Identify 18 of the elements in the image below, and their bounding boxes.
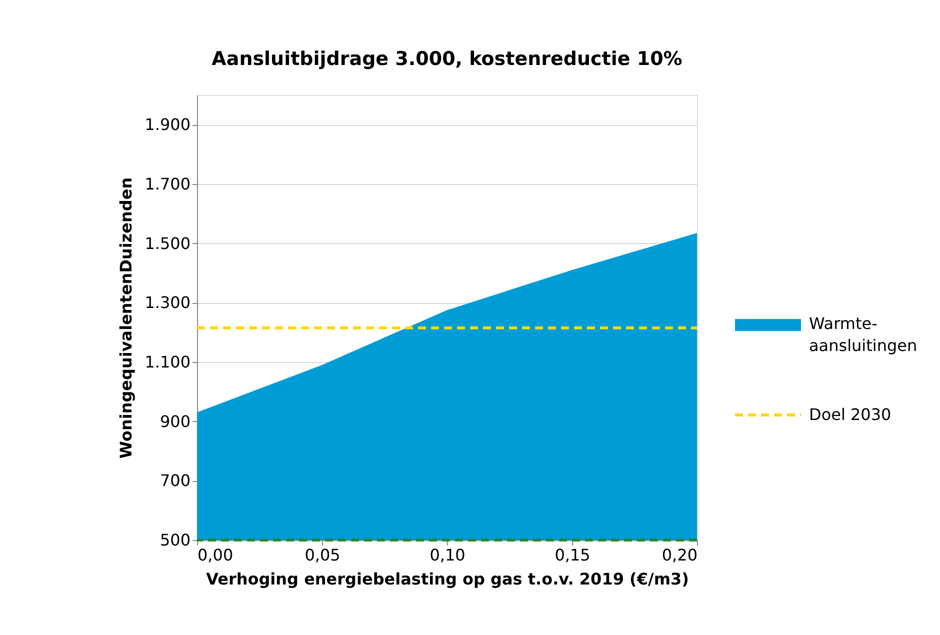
- x-tick-label: 0,20: [662, 546, 698, 564]
- y-axis-title: WoningequivalentenDuizenden: [116, 177, 136, 459]
- y-tick-label: 1.900: [144, 115, 190, 134]
- legend-label: Doel 2030: [809, 405, 892, 424]
- legend-label: Warmte-aansluitingen: [809, 314, 918, 355]
- x-tick-label: 0,05: [304, 546, 340, 564]
- y-tick-label: 700: [160, 471, 190, 490]
- y-tick-label: 500: [160, 530, 190, 550]
- x-tick-label: 0,15: [554, 546, 590, 564]
- y-tick-label: 1.300: [144, 293, 190, 312]
- y-tick-label: 1.100: [144, 352, 190, 372]
- chart-title: Aansluitbijdrage 3.000, kostenreductie 10%: [212, 48, 682, 70]
- y-tick-label: 1.500: [144, 234, 190, 253]
- x-tick-label: 0,10: [430, 546, 466, 564]
- x-axis-title: Verhoging energiebelasting op gas t.o.v. 2019 (€/m3): [206, 570, 689, 588]
- x-tick-label: 0,00: [198, 546, 234, 564]
- y-tick-label: 1.700: [144, 174, 190, 194]
- y-tick-label: 900: [160, 412, 190, 431]
